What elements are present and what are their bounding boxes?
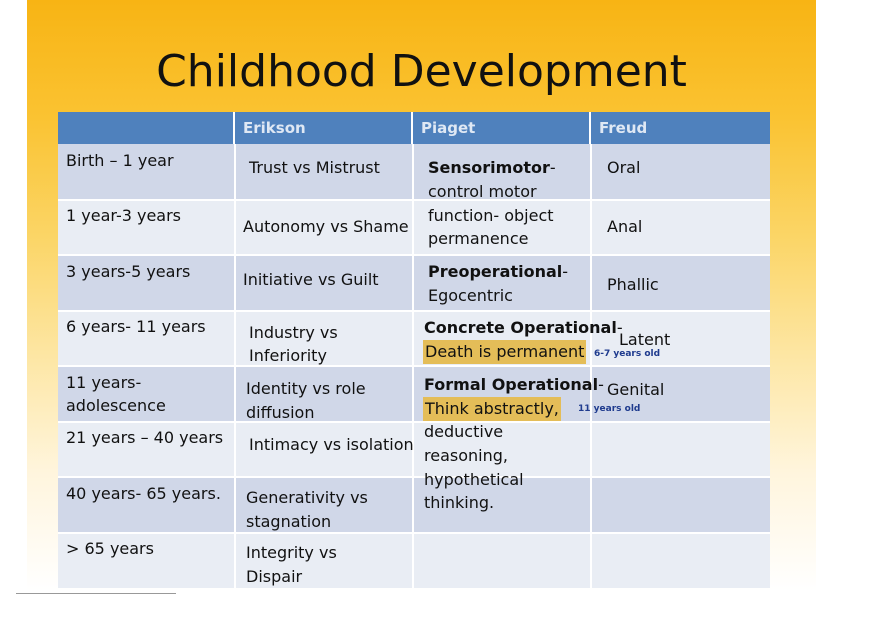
piaget-text: Egocentric xyxy=(428,286,513,305)
table-row xyxy=(58,366,770,422)
freud-cell: Anal xyxy=(607,217,643,236)
erikson-cell: diffusion xyxy=(246,403,315,422)
header-erikson: Erikson xyxy=(235,112,413,144)
erikson-cell: Industry vs xyxy=(249,323,338,342)
divider xyxy=(16,593,176,594)
age-cell: > 65 years xyxy=(66,539,154,558)
table-row xyxy=(58,200,770,255)
piaget-text: control motor xyxy=(428,182,537,201)
table-row xyxy=(58,422,770,477)
page-title: Childhood Development xyxy=(156,46,687,97)
grid-line xyxy=(58,421,770,423)
age-cell: adolescence xyxy=(66,396,166,415)
piaget-stage-name: Concrete Operational xyxy=(424,318,617,337)
freud-cell: Genital xyxy=(607,380,665,399)
table-row xyxy=(58,477,770,533)
table-row xyxy=(58,255,770,311)
age-note: 6-7 years old xyxy=(594,349,661,359)
grid-line xyxy=(58,532,770,534)
erikson-cell: Intimacy vs isolation xyxy=(249,435,414,454)
piaget-text: - xyxy=(562,262,569,281)
grid-line xyxy=(58,199,770,201)
freud-cell: Latent xyxy=(619,330,671,349)
erikson-cell: Integrity vs xyxy=(246,543,337,562)
erikson-cell: Trust vs Mistrust xyxy=(249,158,380,177)
piaget-text: - xyxy=(616,318,623,337)
piaget-text: thinking. xyxy=(424,493,495,512)
table-row xyxy=(58,144,770,200)
age-cell: 11 years- xyxy=(66,373,142,392)
age-note: 11 years old xyxy=(578,404,641,414)
erikson-cell: Autonomy vs Shame xyxy=(243,217,409,236)
piaget-text: permanence xyxy=(428,229,529,248)
erikson-cell: Generativity vs xyxy=(246,488,368,507)
table-row xyxy=(58,311,770,366)
age-cell: 1 year-3 years xyxy=(66,206,182,225)
piaget-text: hypothetical xyxy=(424,470,524,489)
piaget-text: reasoning, xyxy=(424,446,508,465)
erikson-cell: Dispair xyxy=(246,567,303,586)
freud-cell: Phallic xyxy=(607,275,659,294)
erikson-cell: Initiative vs Guilt xyxy=(243,270,379,289)
erikson-cell: stagnation xyxy=(246,512,332,531)
piaget-stage-name: Formal Operational xyxy=(424,375,599,394)
piaget-text: deductive xyxy=(424,422,504,441)
header-freud: Freud xyxy=(591,112,770,144)
erikson-cell: Inferiority xyxy=(249,346,327,365)
piaget-sensorimotor: Sensorimotor- xyxy=(428,156,556,180)
age-cell: 3 years-5 years xyxy=(66,262,191,281)
grid-line xyxy=(58,476,770,478)
piaget-text: - xyxy=(549,158,556,177)
grid-line xyxy=(58,365,770,367)
header-piaget: Piaget xyxy=(413,112,591,144)
age-cell: 6 years- 11 years xyxy=(66,317,206,336)
piaget-text: - xyxy=(598,375,604,394)
piaget-stage-name: Preoperational xyxy=(428,262,563,281)
age-cell: 40 years- 65 years. xyxy=(66,484,221,503)
header-empty xyxy=(58,112,235,144)
grid-line xyxy=(58,254,770,256)
highlight-text: Death is permanent xyxy=(423,340,587,364)
piaget-text: function- object xyxy=(428,206,554,225)
piaget-preoperational: Preoperational- xyxy=(428,260,568,284)
piaget-stage-name: Sensorimotor xyxy=(428,158,550,177)
piaget-formal: Formal Operational- xyxy=(424,373,604,397)
piaget-concrete: Concrete Operational- xyxy=(424,316,623,340)
freud-cell: Oral xyxy=(607,158,641,177)
highlight-text: Think abstractly, xyxy=(423,397,561,421)
age-cell: Birth – 1 year xyxy=(66,151,174,170)
table-row xyxy=(58,533,770,588)
age-cell: 21 years – 40 years xyxy=(66,428,224,447)
erikson-cell: Identity vs role xyxy=(246,379,366,398)
grid-line xyxy=(58,310,770,312)
